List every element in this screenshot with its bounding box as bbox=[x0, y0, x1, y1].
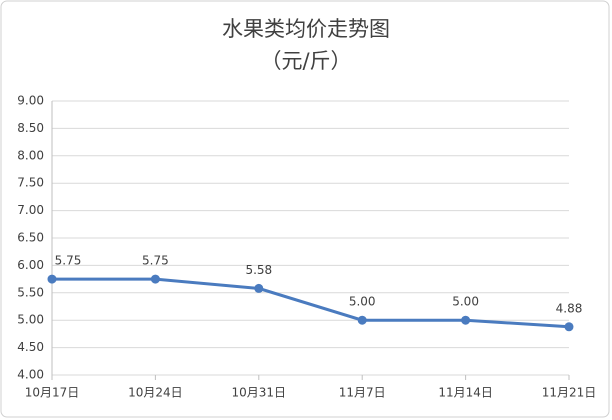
y-tick-label: 5.50 bbox=[17, 285, 44, 299]
y-tick-label: 9.00 bbox=[17, 94, 44, 108]
data-label: 4.88 bbox=[556, 301, 583, 315]
data-point bbox=[357, 315, 367, 325]
y-tick-label: 6.50 bbox=[17, 231, 44, 245]
data-line bbox=[52, 277, 570, 329]
chart-subtitle: （元/斤） bbox=[260, 49, 351, 73]
data-label: 5.00 bbox=[349, 295, 376, 309]
x-tick-label: 10月31日 bbox=[232, 386, 287, 400]
y-tick-label: 8.50 bbox=[17, 121, 44, 135]
chart-title: 水果类均价走势图 bbox=[222, 17, 390, 41]
y-tick-label: 4.00 bbox=[17, 368, 44, 382]
data-label: 5.75 bbox=[55, 254, 82, 268]
x-tick-label: 10月17日 bbox=[25, 386, 80, 400]
x-tick-label: 11月21日 bbox=[542, 386, 597, 400]
data-label: 5.75 bbox=[142, 254, 169, 268]
data-label: 5.58 bbox=[245, 263, 272, 277]
x-tick-label: 11月14日 bbox=[438, 386, 493, 400]
data-point bbox=[254, 283, 264, 293]
y-tick-label: 5.00 bbox=[17, 313, 44, 327]
y-tick-label: 4.50 bbox=[17, 340, 44, 354]
data-point bbox=[564, 322, 574, 332]
y-tick-label: 7.50 bbox=[17, 176, 44, 190]
y-tick-label: 8.00 bbox=[17, 148, 44, 162]
y-tick-label: 6.00 bbox=[17, 258, 44, 272]
y-tick-label: 7.00 bbox=[17, 203, 44, 217]
data-point bbox=[461, 315, 471, 325]
data-point bbox=[150, 274, 160, 284]
x-tick-label: 10月24日 bbox=[128, 386, 183, 400]
x-tick-label: 11月7日 bbox=[339, 386, 386, 400]
data-label: 5.00 bbox=[452, 295, 479, 309]
data-point bbox=[47, 274, 57, 284]
